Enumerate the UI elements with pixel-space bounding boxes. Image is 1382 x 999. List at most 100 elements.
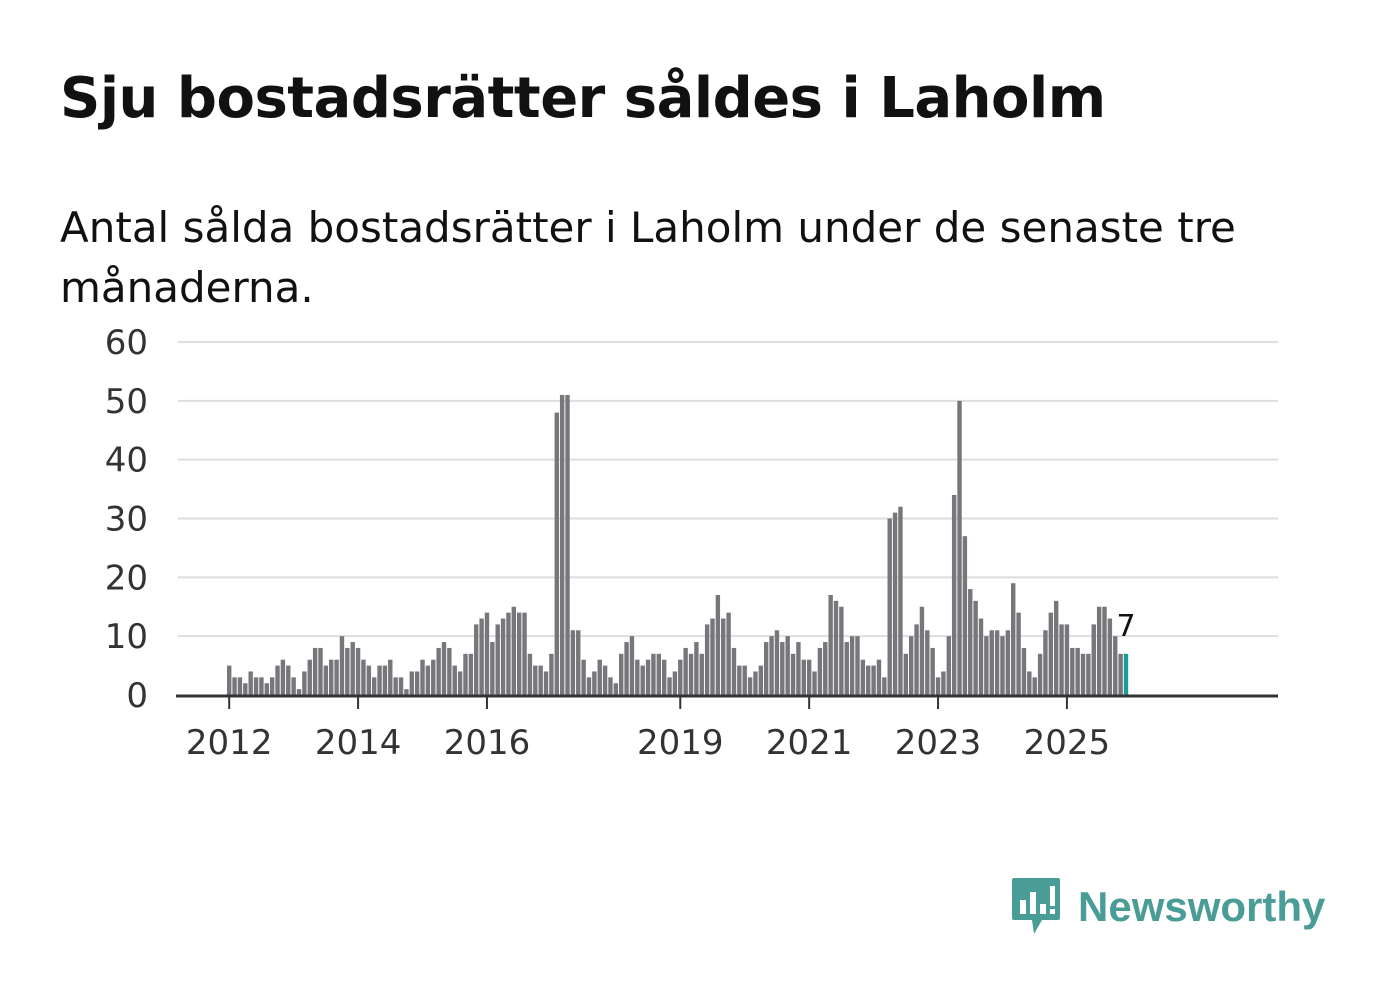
bar (1043, 630, 1048, 695)
bar (640, 665, 645, 695)
bar (925, 630, 930, 695)
newsworthy-logo: Newsworthy (1010, 876, 1325, 938)
bar (941, 671, 946, 695)
bar (989, 630, 994, 695)
bar (1096, 606, 1102, 695)
bar (264, 683, 269, 695)
bar (844, 642, 849, 695)
bar (919, 606, 925, 695)
bar (248, 671, 253, 695)
bar (704, 624, 710, 695)
bar (882, 677, 887, 695)
bar (849, 636, 855, 695)
bar (484, 612, 490, 695)
bar (586, 677, 592, 695)
bar (318, 647, 323, 695)
bar (678, 659, 683, 695)
bar (302, 671, 307, 695)
bar (522, 612, 527, 695)
bar (656, 653, 661, 695)
bar (629, 636, 635, 695)
bar (549, 653, 554, 695)
bar (602, 665, 608, 695)
data-label: 7 (1116, 609, 1135, 644)
bar (1011, 583, 1016, 695)
bar (769, 636, 774, 695)
bar (1000, 636, 1005, 695)
bar (683, 647, 688, 695)
bar (393, 677, 398, 695)
bar (500, 618, 506, 695)
bar (876, 659, 882, 695)
x-tick-label: 2012 (186, 723, 273, 763)
bar (1005, 630, 1011, 695)
bar (753, 671, 758, 695)
bar (946, 636, 951, 695)
bar (533, 665, 538, 695)
bar (887, 518, 892, 695)
bar (1075, 647, 1080, 695)
bar (1080, 653, 1086, 695)
bar (269, 677, 275, 695)
x-tick-label: 2023 (895, 723, 982, 763)
bar (350, 642, 355, 695)
bar (1107, 618, 1113, 695)
bar (339, 636, 345, 695)
bar (253, 677, 259, 695)
bar (291, 677, 296, 695)
y-tick-label: 10 (105, 617, 148, 657)
bar (366, 665, 372, 695)
newsworthy-logo-icon (1012, 878, 1060, 934)
bar (1037, 653, 1043, 695)
bar (323, 665, 329, 695)
bar (388, 659, 393, 695)
bar (559, 394, 565, 695)
bar (780, 642, 785, 695)
bar (527, 653, 533, 695)
bar (699, 653, 704, 695)
bar (823, 642, 828, 695)
bar (570, 630, 576, 695)
bar (431, 659, 436, 695)
bar (382, 665, 388, 695)
bar (538, 665, 543, 695)
bar (833, 600, 839, 695)
bar (377, 665, 382, 695)
brand-name: Newsworthy (1078, 883, 1326, 930)
bar (334, 659, 339, 695)
bar (747, 677, 753, 695)
bar (892, 512, 898, 695)
bar (688, 653, 694, 695)
y-tick-label: 30 (105, 500, 148, 540)
bar (506, 612, 511, 695)
bar (903, 653, 909, 695)
bar (1070, 647, 1075, 695)
bar (516, 612, 522, 695)
bar (307, 659, 312, 695)
bar (490, 642, 495, 695)
y-tick-label: 20 (105, 558, 148, 598)
y-tick-label: 60 (105, 323, 148, 363)
bar (554, 412, 559, 695)
y-tick-label: 0 (126, 676, 148, 716)
bar (710, 618, 715, 695)
bar (468, 653, 474, 695)
bar (329, 659, 334, 695)
bar (1053, 600, 1059, 695)
bar (441, 642, 447, 695)
bar (232, 677, 237, 695)
bar (1102, 606, 1107, 695)
bar (1091, 624, 1096, 695)
bar (962, 536, 968, 695)
bar (1086, 653, 1091, 695)
bar (973, 600, 978, 695)
bar (543, 671, 549, 695)
bar (371, 677, 377, 695)
bar (581, 659, 586, 695)
chart-title: Sju bostadsrätter såldes i Laholm (60, 66, 1106, 131)
bar (597, 659, 602, 695)
bar (812, 671, 817, 695)
bar (1021, 647, 1027, 695)
bar (968, 589, 973, 695)
bar (495, 624, 500, 695)
